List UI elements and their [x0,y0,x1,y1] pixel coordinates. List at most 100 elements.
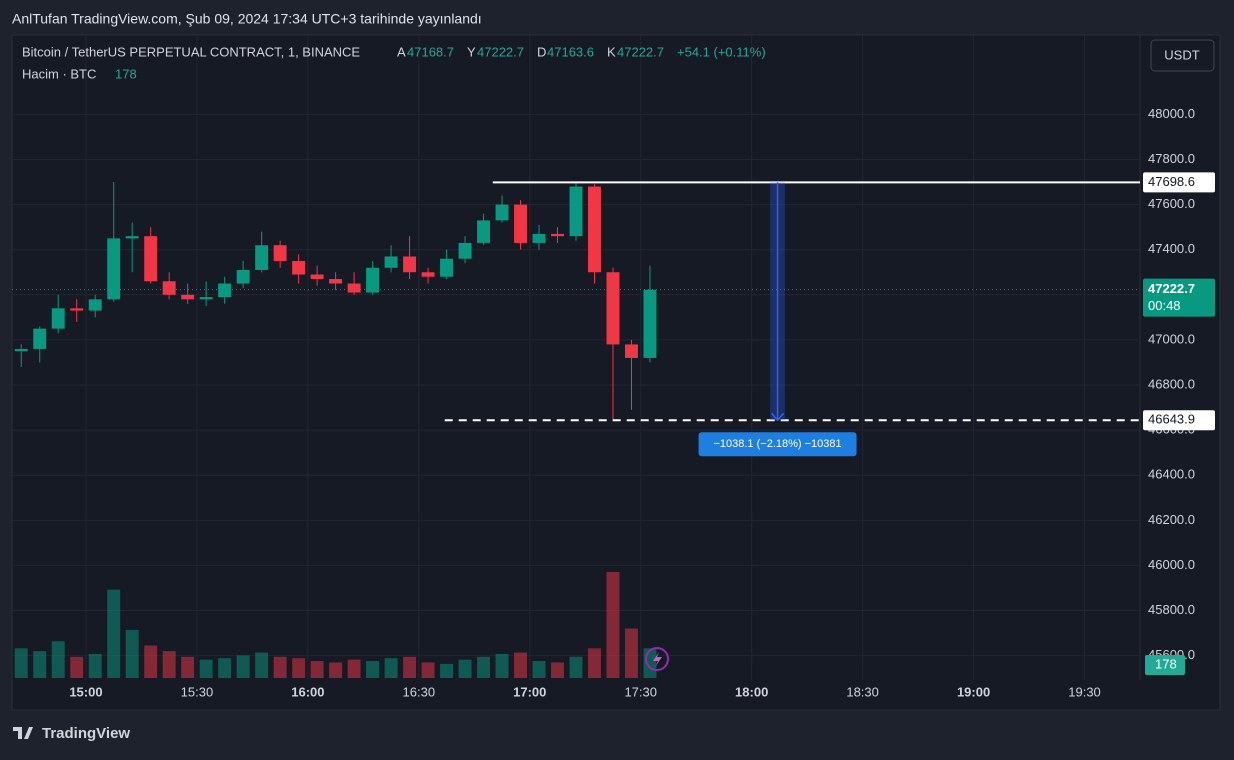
measure-arrowhead [770,412,785,422]
volume-bar [477,656,491,678]
volume-bar [88,653,102,678]
volume-bar [495,653,509,678]
candle-body [384,256,398,268]
volume-bar [366,661,380,678]
ohlc-key: Y [467,44,476,59]
candle-body [477,220,491,243]
symbol-title: Bitcoin / TetherUS PERPETUAL CONTRACT, 1… [22,44,360,59]
candle-body [162,281,176,295]
candle-body [181,294,195,300]
candle-body [569,186,583,237]
last-price-tag: 47222.7 [1148,281,1195,296]
candle-body [292,260,306,275]
ohlc-value: 47222.7 [617,44,664,59]
candle-body [366,267,380,293]
y-tick-label: 48000.0 [1148,106,1195,121]
volume-bar [384,658,398,678]
x-tick-label: 17:00 [513,684,546,699]
ohlc-value: 47163.6 [547,44,594,59]
volume-bar [458,659,472,678]
x-tick-label: 15:00 [69,684,102,699]
volume-tag: 178 [1155,656,1177,671]
candle-body [643,289,657,358]
volume-name: Hacim · BTC [22,66,96,81]
candle-body [255,245,269,270]
alert-bolt[interactable] [653,652,662,667]
ohlc-change: +54.1 (+0.11%) [677,44,766,59]
volume-bar [292,658,306,678]
volume-bar [514,652,527,678]
y-tick-label: 47400.0 [1148,241,1195,256]
volume-bar [273,656,287,678]
y-tick-label: 46400.0 [1148,467,1195,482]
volume-bar [70,656,84,678]
volume-bar [421,662,435,678]
ohlc-value: 47168.7 [407,44,454,59]
candle-body [70,308,84,311]
volume-bar [606,572,620,678]
y-tick-label: 45800.0 [1148,602,1195,617]
x-tick-label: 19:30 [1068,684,1101,699]
x-tick-label: 17:30 [624,684,657,699]
volume-bar [329,662,343,678]
candle-body [588,186,601,273]
candle-body [33,328,47,349]
volume-bar [125,629,139,678]
candle-body [236,269,250,284]
candle-body [403,256,417,273]
candle-body [310,274,324,280]
candle-body [514,204,527,243]
logo-mark [13,727,33,739]
x-tick-label: 18:00 [735,684,768,699]
volume-bar [181,656,195,678]
candle-body [606,272,620,345]
candle-body [440,258,454,277]
ohlc-key: D [537,44,546,59]
y-tick-label: 47800.0 [1148,151,1195,166]
volume-bar [347,659,361,678]
volume-bar [33,651,47,678]
currency[interactable]: USDT [1164,47,1199,62]
volume-bar [569,656,583,678]
currency-button[interactable] [1150,39,1215,72]
line-price-tag: 47698.6 [1148,174,1195,189]
ohlc-legend: A 47168.7 Y 47222.7 D 47163.6 K 47222.7 +54.1 (+… [397,44,766,59]
logo: TradingView [13,725,130,742]
ohlc-key: K [607,44,616,59]
last-price-tag-bg [1143,278,1215,317]
volume-bar [255,652,269,678]
candle-body [199,297,213,300]
volume-bar [199,659,213,678]
line-price-tag-bg [1143,410,1215,431]
header: AnlTufan TradingView.com, Şub 09, 2024 1… [12,11,482,27]
volume-bar [14,648,28,678]
volume-bar [236,655,250,678]
plot [12,181,1140,678]
candle-body [329,279,343,284]
candle-body [421,272,435,277]
x-tick-label: 16:00 [291,684,324,699]
y-tick-label: 46800.0 [1148,376,1195,391]
volume-bar [625,628,638,678]
line-price-tag-bg [1143,172,1215,193]
volume-bar [532,661,546,678]
ohlc-key: A [397,44,406,59]
volume-bar [51,641,65,678]
volume-tag-bg [1145,655,1185,675]
y-tick-label: 47600.0 [1148,196,1195,211]
countdown: 00:48 [1148,298,1181,313]
volume-bar [144,645,158,678]
candle-body [144,236,158,282]
candle-body [625,344,638,358]
alert-icon[interactable] [645,647,669,671]
volume-bar [440,663,454,678]
x-tick-label: 18:30 [846,684,879,699]
x-tick-label: 15:30 [181,684,214,699]
candle-body [88,299,102,311]
candle-body [125,236,139,239]
candle-body [273,245,287,261]
x-tick-label: 19:00 [957,684,990,699]
measure-label-bg [698,432,857,457]
volume-bar [107,589,121,678]
candle-body [218,283,232,298]
